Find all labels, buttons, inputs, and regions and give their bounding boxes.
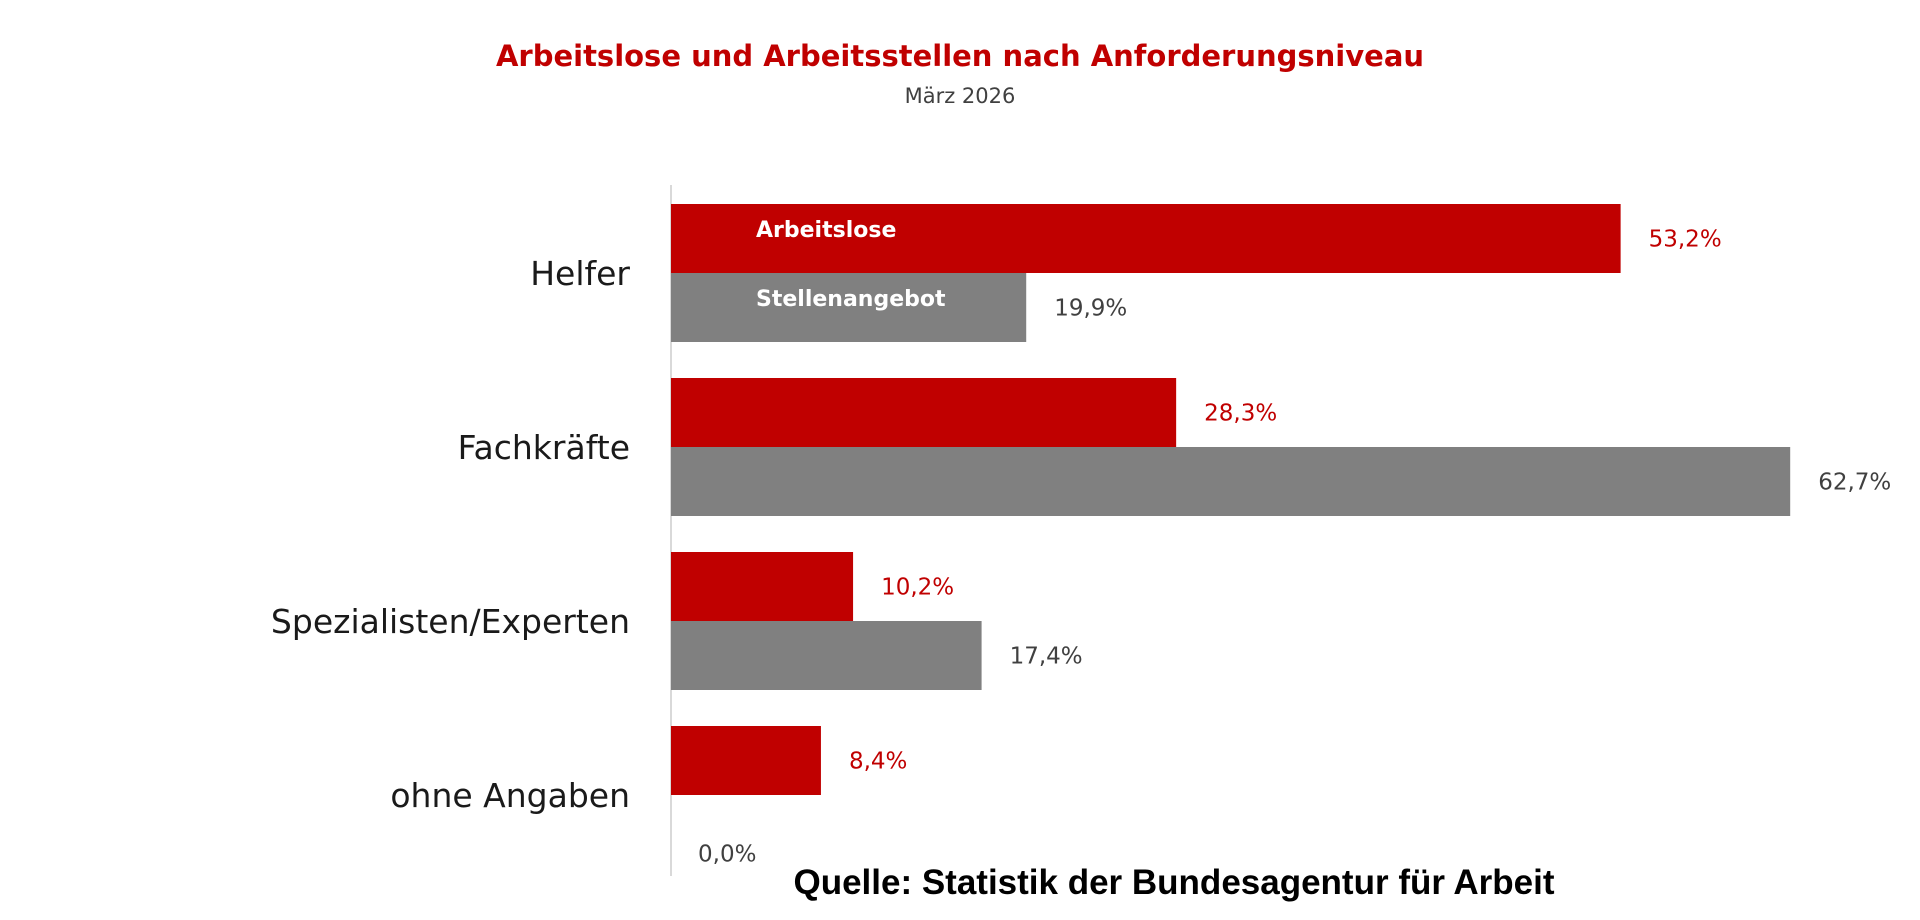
legend-entry-stellenangebot: Stellenangebot xyxy=(756,287,946,312)
bar-arbeitslose xyxy=(671,378,1177,447)
legend-entry-arbeitslose: Arbeitslose xyxy=(756,218,896,243)
data-label: 62,7% xyxy=(1818,470,1891,496)
chart-subtitle: März 2026 xyxy=(905,84,1016,108)
category-label: Spezialisten/Experten xyxy=(271,602,630,641)
data-label: 19,9% xyxy=(1054,296,1127,322)
chart-title: Arbeitslose und Arbeitsstellen nach Anfo… xyxy=(496,39,1424,73)
bar-arbeitslose xyxy=(671,552,854,621)
category-label: ohne Angaben xyxy=(390,776,630,815)
data-label: 10,2% xyxy=(881,575,954,601)
bar-stellenangebot xyxy=(671,273,1027,342)
category-label: Fachkräfte xyxy=(458,428,630,467)
data-label: 17,4% xyxy=(1010,644,1083,670)
data-label: 28,3% xyxy=(1204,401,1277,427)
bar-stellenangebot xyxy=(671,447,1791,516)
bar-arbeitslose xyxy=(671,726,821,795)
bar-stellenangebot xyxy=(671,621,982,690)
data-label: 8,4% xyxy=(849,749,907,775)
category-label: Helfer xyxy=(530,254,630,293)
bar-arbeitslose xyxy=(671,204,1621,273)
data-label: 0,0% xyxy=(698,842,756,868)
source-note: Quelle: Statistik der Bundesagentur für … xyxy=(793,863,1554,902)
data-label: 53,2% xyxy=(1649,227,1722,253)
bars-layer: Helfer 53,2% 19,9% Fachkräfte 28,3% 62,7% Spez… xyxy=(271,204,1891,868)
